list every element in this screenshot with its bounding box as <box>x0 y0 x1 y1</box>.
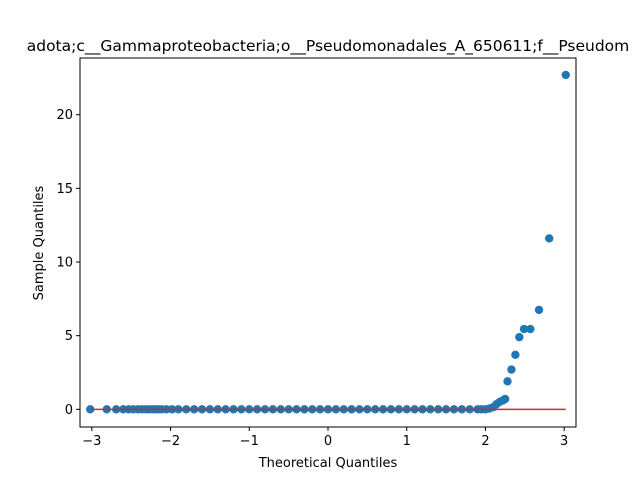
y-tick-label: 20 <box>56 108 73 123</box>
data-point <box>519 324 529 334</box>
data-point <box>545 234 554 243</box>
y-axis-label: Sample Quantiles <box>32 185 47 300</box>
y-tick-label: 10 <box>56 256 73 271</box>
data-point <box>515 332 524 342</box>
plot-area <box>86 70 570 414</box>
x-tick-label: −2 <box>161 434 180 449</box>
y-tick-label: 15 <box>56 182 73 197</box>
axes: −3 −2 −1 0 1 2 3 0 5 10 15 20 <box>56 57 577 449</box>
data-point <box>526 324 535 334</box>
data-point <box>507 365 516 374</box>
y-tick-label: 0 <box>65 403 73 418</box>
x-tick-label: 3 <box>560 434 568 449</box>
data-point <box>503 377 512 386</box>
y-tick-label: 5 <box>65 329 73 344</box>
data-point <box>500 394 510 404</box>
data-point <box>534 305 544 315</box>
data-point <box>561 70 570 80</box>
x-axis-label: Theoretical Quantiles <box>258 456 398 471</box>
x-tick-label: 0 <box>324 434 332 449</box>
x-tick-label: −1 <box>240 434 259 449</box>
x-tick-label: 2 <box>481 434 489 449</box>
x-tick-label: 1 <box>403 434 411 449</box>
x-tick-label: −3 <box>82 434 101 449</box>
data-point <box>511 350 520 360</box>
chart-title: adota;c__Gammaproteobacteria;o__Pseudomo… <box>27 37 630 56</box>
